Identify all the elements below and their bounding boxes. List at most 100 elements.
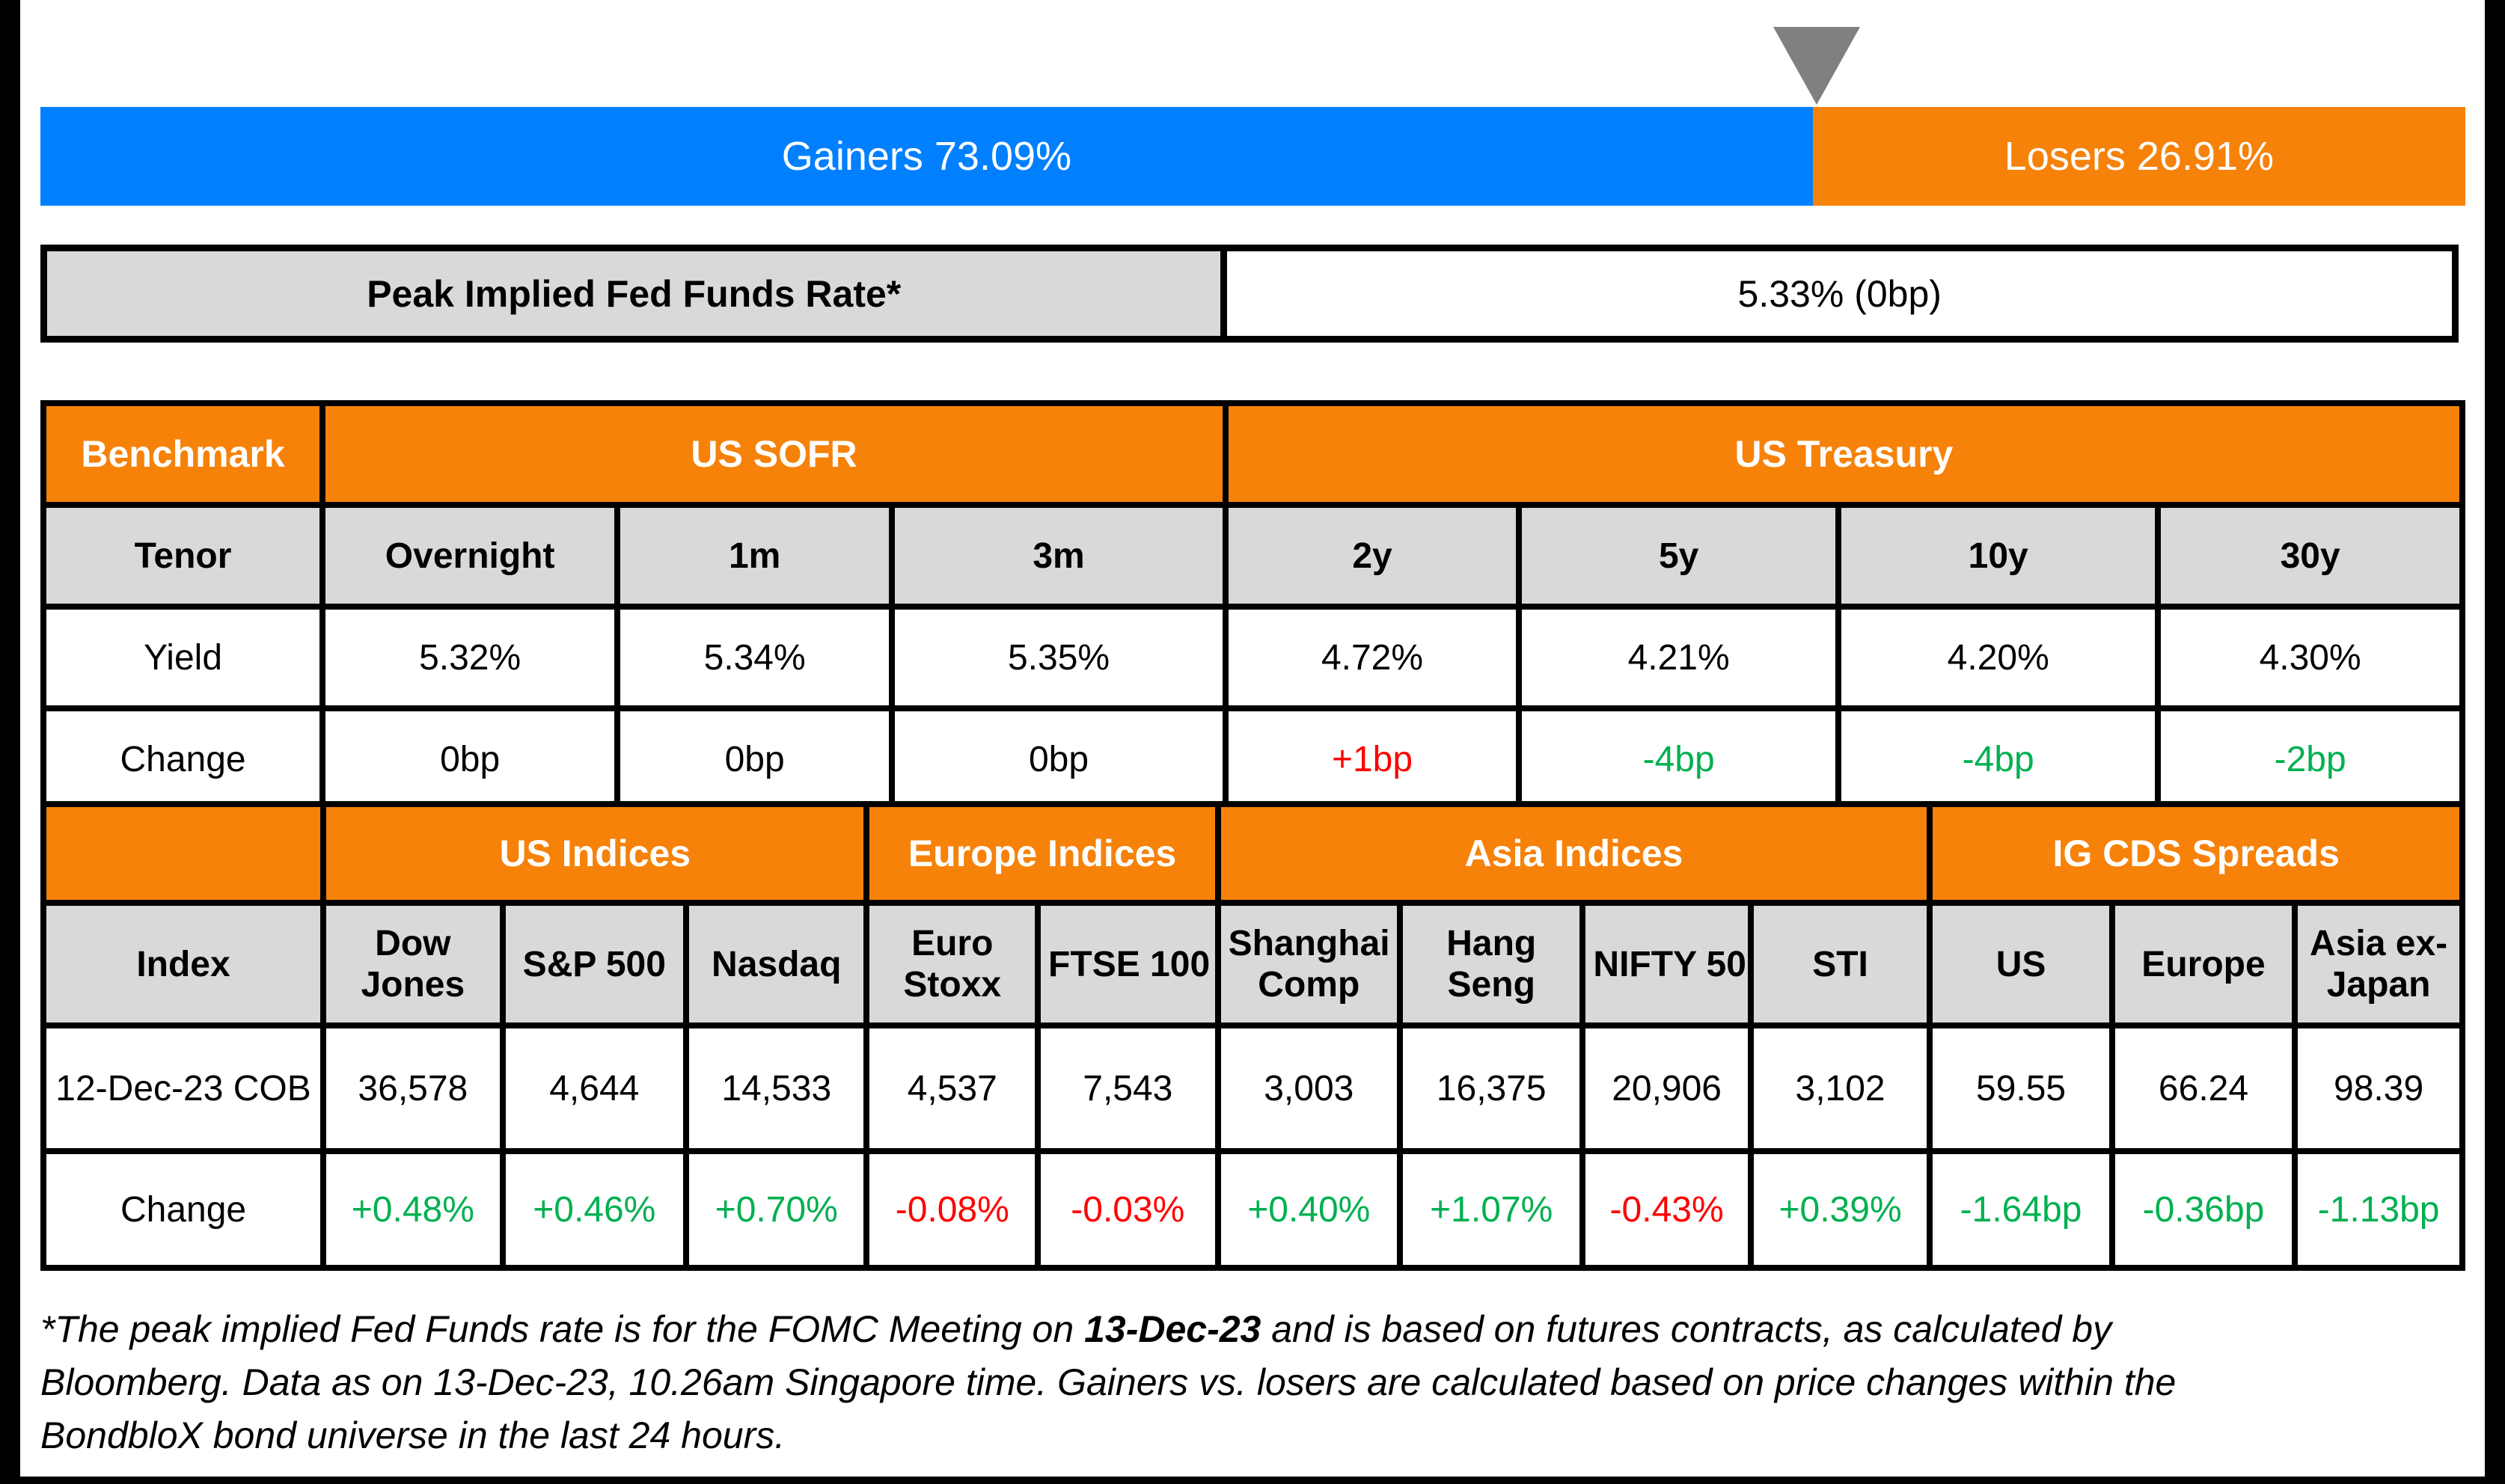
- column-header: 1m: [614, 502, 896, 610]
- column-header: Europe: [2108, 900, 2298, 1028]
- index-value-cell: 16,375: [1397, 1022, 1586, 1154]
- index-change-cell: -1.13bp: [2292, 1148, 2465, 1271]
- change-cell: 0bp: [319, 705, 621, 813]
- index-change-cell: +0.70%: [682, 1148, 870, 1271]
- asia-indices-group-header: Asia Indices: [1214, 801, 1933, 906]
- index-change-cell: +0.48%: [320, 1148, 506, 1271]
- us-sofr-group-header: US SOFR: [319, 400, 1229, 508]
- column-header: 3m: [889, 502, 1229, 610]
- change-cell: -4bp: [1516, 705, 1842, 813]
- index-change-cell: -1.64bp: [1927, 1148, 2115, 1271]
- column-header: Asia ex-Japan: [2292, 900, 2465, 1028]
- indices-group-header-row: US Indices Europe Indices Asia Indices I…: [40, 801, 2465, 906]
- benchmark-table: Benchmark US SOFR US Treasury Tenor Over…: [40, 400, 2466, 813]
- index-value-cell: 14,533: [682, 1022, 870, 1154]
- column-header: 10y: [1835, 502, 2162, 610]
- yield-row-label: Yield: [40, 604, 326, 711]
- yield-row: Yield 5.32% 5.34% 5.35% 4.72% 4.21% 4.20…: [40, 604, 2465, 711]
- bottom-edge-border: [0, 1477, 2505, 1484]
- change-cell: 0bp: [614, 705, 896, 813]
- yield-cell: 4.72%: [1222, 604, 1523, 711]
- indices-table: US Indices Europe Indices Asia Indices I…: [40, 801, 2465, 1271]
- peak-fed-funds-label: Peak Implied Fed Funds Rate*: [40, 245, 1228, 343]
- benchmark-group-header-row: Benchmark US SOFR US Treasury: [40, 400, 2466, 508]
- index-change-cell: +0.39%: [1747, 1148, 1933, 1271]
- column-header: 2y: [1222, 502, 1523, 610]
- gainers-label: Gainers 73.09%: [781, 134, 1072, 179]
- footnote-line3: BondbloX bond universe in the last 24 ho…: [40, 1414, 786, 1456]
- losers-segment: Losers 26.91%: [1812, 107, 2465, 206]
- index-header-row: Index Dow Jones S&P 500 Nasdaq Euro Stox…: [40, 900, 2465, 1028]
- ig-cds-group-header: IG CDS Spreads: [1927, 801, 2465, 906]
- index-change-cell: +0.40%: [1214, 1148, 1404, 1271]
- change-cell: -2bp: [2155, 705, 2465, 813]
- change-cell: 0bp: [889, 705, 1229, 813]
- right-edge-border: [2485, 0, 2505, 1484]
- index-value-cell: 7,543: [1035, 1022, 1221, 1154]
- column-header: Shanghai Comp: [1214, 900, 1404, 1028]
- gainers-losers-bar: Gainers 73.09% Losers 26.91%: [40, 107, 2465, 206]
- column-header: Nasdaq: [682, 900, 870, 1028]
- change-row-label: Change: [40, 1148, 327, 1271]
- indices-corner-cell: [40, 801, 327, 906]
- column-header: US: [1927, 900, 2115, 1028]
- index-change-cell: -0.43%: [1579, 1148, 1754, 1271]
- yield-cell: 5.34%: [614, 604, 896, 711]
- tenor-header-row: Tenor Overnight 1m 3m 2y 5y 10y 30y: [40, 502, 2465, 610]
- index-value-cell: 59.55: [1927, 1022, 2115, 1154]
- index-row-label: Index: [40, 900, 327, 1028]
- benchmark-corner-header: Benchmark: [40, 400, 326, 508]
- index-value-cell: 66.24: [2108, 1022, 2298, 1154]
- peak-fed-funds-row: Peak Implied Fed Funds Rate* 5.33% (0bp): [40, 245, 2465, 343]
- gainers-segment: Gainers 73.09%: [40, 107, 1813, 206]
- change-row-label: Change: [40, 705, 326, 813]
- us-treasury-group-header: US Treasury: [1222, 400, 2466, 508]
- index-value-cell: 3,102: [1747, 1022, 1933, 1154]
- change-cell: +1bp: [1222, 705, 1523, 813]
- index-change-row: Change +0.48% +0.46% +0.70% -0.08% -0.03…: [40, 1148, 2465, 1271]
- footnote-line1-pre: *The peak implied Fed Funds rate is for …: [40, 1308, 1085, 1350]
- footnote-line2: Bloomberg. Data as on 13-Dec-23, 10.26am…: [40, 1361, 2177, 1403]
- index-change-cell: +0.46%: [499, 1148, 689, 1271]
- column-header: Euro Stoxx: [863, 900, 1042, 1028]
- tenor-row-label: Tenor: [40, 502, 326, 610]
- footnote-fomc-date: 13-Dec-23: [1084, 1308, 1261, 1350]
- index-change-cell: -0.03%: [1035, 1148, 1221, 1271]
- column-header: Dow Jones: [320, 900, 506, 1028]
- gainers-losers-split-marker-icon: [1773, 27, 1860, 105]
- footnote: *The peak implied Fed Funds rate is for …: [40, 1303, 2465, 1462]
- column-header: S&P 500: [499, 900, 689, 1028]
- yield-cell: 5.32%: [319, 604, 621, 711]
- column-header: Hang Seng: [1397, 900, 1586, 1028]
- yield-cell: 4.20%: [1835, 604, 2162, 711]
- column-header: 5y: [1516, 502, 1842, 610]
- yield-cell: 4.30%: [2155, 604, 2465, 711]
- footnote-line1-post: and is based on futures contracts, as ca…: [1261, 1308, 2112, 1350]
- index-value-cell: 98.39: [2292, 1022, 2465, 1154]
- index-value-cell: 4,644: [499, 1022, 689, 1154]
- index-change-cell: -0.36bp: [2108, 1148, 2298, 1271]
- yield-cell: 5.35%: [889, 604, 1229, 711]
- benchmark-change-row: Change 0bp 0bp 0bp +1bp -4bp -4bp -2bp: [40, 705, 2465, 813]
- index-change-cell: -0.08%: [863, 1148, 1042, 1271]
- left-edge-border: [0, 0, 20, 1484]
- index-value-cell: 4,537: [863, 1022, 1042, 1154]
- us-indices-group-header: US Indices: [320, 801, 870, 906]
- index-value-cell: 3,003: [1214, 1022, 1404, 1154]
- column-header: STI: [1747, 900, 1933, 1028]
- column-header: Overnight: [319, 502, 621, 610]
- losers-label: Losers 26.91%: [2004, 134, 2275, 179]
- index-change-cell: +1.07%: [1397, 1148, 1586, 1271]
- column-header: NIFTY 50: [1579, 900, 1754, 1028]
- values-row-label: 12-Dec-23 COB: [40, 1022, 327, 1154]
- change-cell: -4bp: [1835, 705, 2162, 813]
- index-value-cell: 20,906: [1579, 1022, 1754, 1154]
- yield-cell: 4.21%: [1516, 604, 1842, 711]
- europe-indices-group-header: Europe Indices: [863, 801, 1221, 906]
- column-header: 30y: [2155, 502, 2465, 610]
- index-value-cell: 36,578: [320, 1022, 506, 1154]
- column-header: FTSE 100: [1035, 900, 1221, 1028]
- index-values-row: 12-Dec-23 COB 36,578 4,644 14,533 4,537 …: [40, 1022, 2465, 1154]
- peak-fed-funds-value: 5.33% (0bp): [1220, 245, 2459, 343]
